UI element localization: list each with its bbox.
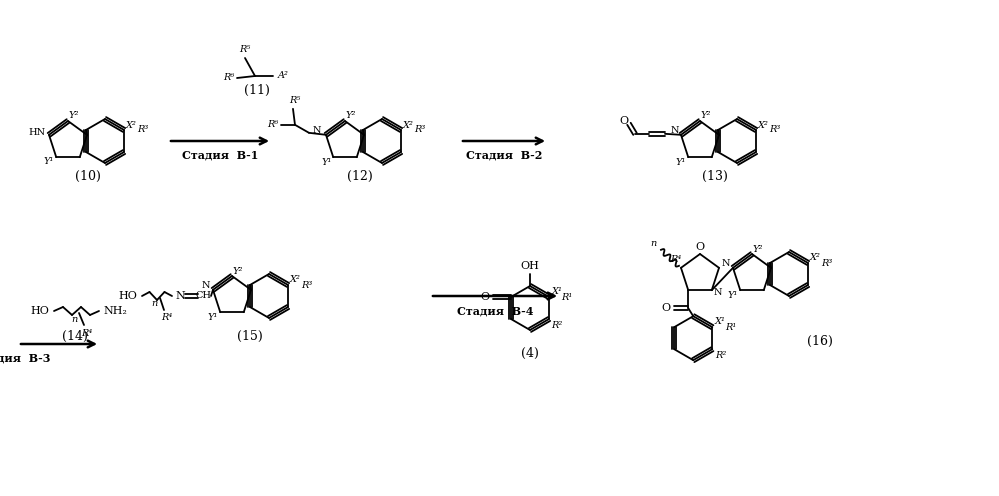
Text: O: O: [695, 242, 704, 252]
Text: N: N: [721, 259, 730, 268]
Text: R¹: R¹: [724, 323, 736, 332]
Text: N: N: [175, 291, 185, 301]
Text: R³: R³: [769, 125, 780, 134]
Text: (10): (10): [75, 170, 101, 183]
Text: X¹: X¹: [715, 316, 725, 326]
Text: (12): (12): [347, 170, 373, 183]
Text: NH₂: NH₂: [103, 306, 127, 316]
Text: HO: HO: [31, 306, 49, 316]
Text: Y²: Y²: [233, 266, 243, 275]
Text: A²: A²: [278, 71, 289, 80]
Text: Y¹: Y¹: [727, 291, 737, 300]
Text: Стадия  В-3: Стадия В-3: [0, 353, 50, 364]
Text: N: N: [313, 126, 322, 135]
Text: Y¹: Y¹: [321, 158, 332, 167]
Text: Стадия  В-2: Стадия В-2: [466, 149, 542, 161]
Text: Y²: Y²: [69, 112, 79, 121]
Text: O: O: [619, 116, 628, 126]
Text: (13): (13): [702, 170, 728, 183]
Text: Y²: Y²: [753, 245, 763, 253]
Text: Y²: Y²: [346, 112, 357, 121]
Text: (16): (16): [807, 334, 833, 348]
Text: CH: CH: [196, 292, 212, 301]
Text: R²: R²: [551, 320, 562, 329]
Text: n: n: [151, 300, 157, 309]
Text: HN: HN: [28, 128, 46, 137]
Text: Y¹: Y¹: [43, 157, 53, 166]
Text: R³: R³: [302, 281, 313, 290]
Text: O: O: [481, 292, 490, 302]
Text: R⁴: R⁴: [670, 255, 681, 264]
Text: (4): (4): [521, 347, 538, 360]
Text: X²: X²: [290, 275, 301, 285]
Text: (14): (14): [62, 329, 88, 343]
Text: X¹: X¹: [551, 287, 562, 296]
Text: R³: R³: [821, 258, 833, 267]
Text: Y¹: Y¹: [207, 312, 218, 322]
Text: Стадия  В-1: Стадия В-1: [182, 149, 258, 161]
Text: R⁶: R⁶: [268, 121, 279, 129]
Text: N: N: [202, 281, 210, 290]
Text: n: n: [71, 314, 77, 323]
Text: R⁴: R⁴: [81, 328, 93, 337]
Text: HO: HO: [119, 291, 138, 301]
Text: N: N: [670, 126, 679, 135]
Text: Y¹: Y¹: [675, 158, 685, 167]
Text: Y²: Y²: [701, 112, 711, 121]
Text: R³: R³: [138, 125, 149, 134]
Text: X²: X²: [403, 121, 414, 129]
Text: X²: X²: [126, 121, 137, 129]
Text: n: n: [650, 239, 656, 248]
Text: OH: OH: [520, 261, 539, 271]
Text: R²: R²: [714, 351, 726, 360]
Text: (15): (15): [237, 329, 263, 343]
Text: N: N: [713, 288, 722, 297]
Text: O: O: [661, 303, 670, 313]
Text: X²: X²: [809, 253, 820, 262]
Text: R⁵: R⁵: [290, 96, 301, 105]
Text: (11): (11): [244, 83, 270, 97]
Text: R⁶: R⁶: [224, 73, 235, 82]
Text: R¹: R¹: [561, 293, 572, 302]
Text: R⁵: R⁵: [240, 46, 251, 55]
Text: R⁴: R⁴: [162, 313, 173, 322]
Text: R³: R³: [415, 125, 426, 134]
Text: Стадия  В-4: Стадия В-4: [457, 306, 533, 316]
Text: X²: X²: [757, 121, 768, 129]
